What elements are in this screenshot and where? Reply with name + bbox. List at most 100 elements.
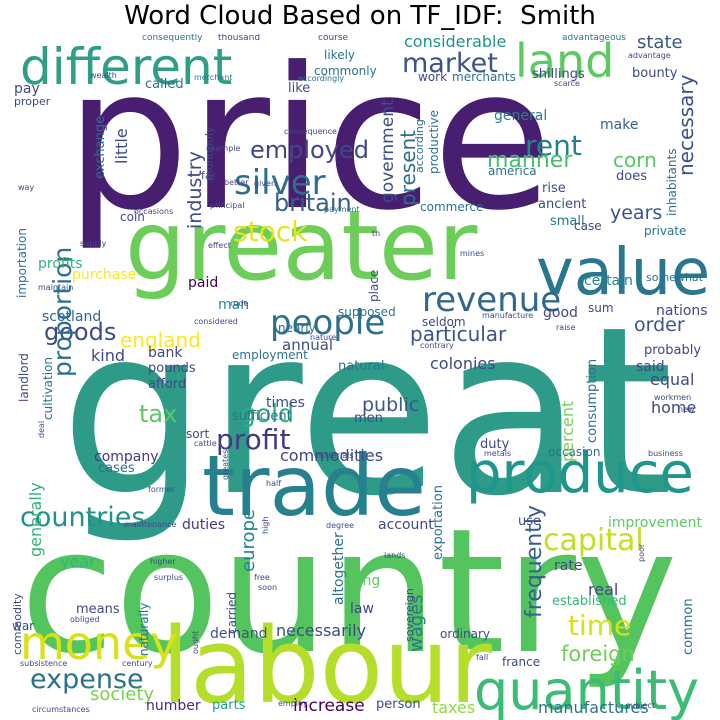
word-commonly: commonly xyxy=(314,64,377,78)
word-profit: profit xyxy=(216,423,291,456)
word-different: different xyxy=(20,38,233,96)
word-cultivation: cultivation xyxy=(41,356,55,420)
word-gold: gold xyxy=(240,399,294,428)
word-considerable: considerable xyxy=(404,34,507,51)
word-government: government xyxy=(378,99,398,203)
word-exportation: exportation xyxy=(431,485,446,560)
word-materials: materials xyxy=(316,451,354,460)
word-degree: degree xyxy=(326,521,355,530)
word-given: given xyxy=(254,179,277,188)
word-america: america xyxy=(488,164,537,178)
word-annual: annual xyxy=(282,336,334,354)
word-subsistence: subsistence xyxy=(20,659,68,668)
word-country: country xyxy=(20,491,678,692)
word-occasion: occasion xyxy=(548,445,601,459)
word-times: times xyxy=(266,395,305,411)
word-thousand: thousand xyxy=(218,34,261,43)
word-tax: tax xyxy=(139,400,178,428)
word-fall: fall xyxy=(476,653,489,662)
word-produce: produce xyxy=(466,441,694,506)
word-expense: expense xyxy=(30,664,144,695)
word-commodities: commodities xyxy=(280,446,384,465)
word-taxes: taxes xyxy=(432,698,476,717)
word-considered: considered xyxy=(194,317,238,326)
word-equal: equal xyxy=(650,370,695,389)
word-somewhat: somewhat xyxy=(646,271,703,284)
word-england: england xyxy=(120,328,201,352)
word-metals: metals xyxy=(484,449,512,458)
word-subject: subject xyxy=(626,701,655,710)
word-particular: particular xyxy=(410,322,507,346)
word-paid: paid xyxy=(188,275,219,291)
word-generally: generally xyxy=(26,482,45,557)
word-means: means xyxy=(76,602,120,617)
word-advantageous: advantageous xyxy=(562,34,626,43)
word-consequence: consequence xyxy=(284,127,337,136)
word-commerce: commerce xyxy=(420,200,484,214)
word-labour: labour xyxy=(161,605,492,720)
word-according: according xyxy=(413,119,426,173)
word-contrary: contrary xyxy=(420,341,454,350)
word-britain: britain xyxy=(274,189,352,217)
word-nations: nations xyxy=(656,303,708,319)
word-inhabitants: inhabitants xyxy=(665,148,679,216)
word-likely: likely xyxy=(324,48,356,62)
word-cattle: cattle xyxy=(194,439,217,448)
word-new: new xyxy=(678,405,695,414)
word-duties: duties xyxy=(182,517,226,533)
word-market: market xyxy=(402,48,498,79)
word-like: like xyxy=(288,81,311,96)
word-high: high xyxy=(261,516,270,534)
word-deal: deal xyxy=(37,420,46,438)
word-landlord: landlord xyxy=(17,353,31,402)
word-bounty: bounty xyxy=(632,66,678,81)
word-necessarily: necessarily xyxy=(276,621,367,640)
word-place: place xyxy=(367,269,381,302)
word-established: established xyxy=(552,594,627,609)
word-land: land xyxy=(515,34,615,88)
word-make: make xyxy=(600,117,639,133)
word-former: former xyxy=(148,485,175,494)
word-increase: increase xyxy=(293,696,365,716)
word-naturally: naturally xyxy=(137,602,151,656)
word-th: th xyxy=(372,229,381,238)
word-europe: europe xyxy=(238,509,259,572)
word-demand: demand xyxy=(210,626,268,642)
word-way: way xyxy=(18,183,35,192)
word-occasions: occasions xyxy=(134,207,174,216)
word-coin: coin xyxy=(120,210,145,224)
word-gen: general xyxy=(494,108,548,124)
word-far: far xyxy=(201,169,217,182)
word-accordingly: accordingly xyxy=(298,74,345,83)
word-productive: productive xyxy=(427,110,441,174)
word-sort: sort xyxy=(186,427,210,441)
word-stock: stock xyxy=(233,215,308,248)
word-real: real xyxy=(588,580,619,599)
word-scotland: scotland xyxy=(42,309,102,325)
word-course: course xyxy=(318,34,349,43)
word-price: price xyxy=(65,34,553,254)
word-revenue: revenue xyxy=(422,280,562,320)
word-rise: rise xyxy=(542,181,566,196)
word-state: state xyxy=(637,34,683,53)
word-silver: silver xyxy=(234,163,326,203)
word-carried: carried xyxy=(225,592,239,634)
word-merchants: merchants xyxy=(452,70,516,84)
word-men: men xyxy=(354,411,383,426)
word-proper: proper xyxy=(14,95,51,108)
word-manufacture: manufacture xyxy=(482,311,534,320)
word-does: does xyxy=(616,169,647,184)
word-altogether: altogether xyxy=(331,532,347,605)
word-public: public xyxy=(362,394,420,416)
word-use: use xyxy=(518,514,542,529)
word-nature: nature xyxy=(310,333,337,342)
word-supply: supply xyxy=(80,239,107,248)
word-said: said xyxy=(636,359,665,375)
word-supposed: supposed xyxy=(338,305,396,319)
word-money: money xyxy=(20,616,178,670)
word-sufficient: sufficient xyxy=(232,409,292,424)
word-good: good xyxy=(543,305,578,321)
word-order: order xyxy=(634,314,685,336)
word-man: man xyxy=(218,297,250,313)
